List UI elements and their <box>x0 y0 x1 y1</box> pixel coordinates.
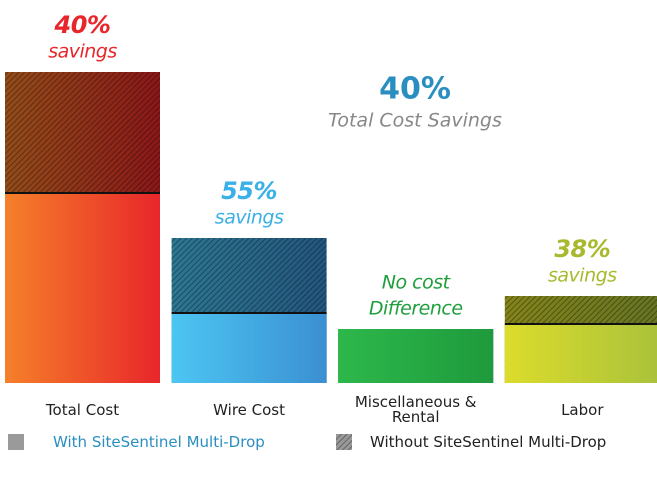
savings-label: 55% <box>221 177 277 205</box>
legend-swatch <box>8 434 24 450</box>
center-subtitle: Total Cost Savings <box>328 110 502 132</box>
savings-label: 40% <box>54 11 111 39</box>
savings-label: savings <box>48 41 117 63</box>
bar-with <box>338 329 494 383</box>
legend-label: With SiteSentinel Multi-Drop <box>53 433 265 451</box>
bar-with <box>171 313 327 383</box>
savings-label: Difference <box>369 298 463 320</box>
bar-with <box>5 193 160 383</box>
savings-label: 38% <box>554 235 610 263</box>
legend-swatch-hatch <box>336 434 352 450</box>
savings-label: savings <box>215 207 284 229</box>
category-label: Labor <box>561 400 604 419</box>
bar-with <box>504 324 657 383</box>
savings-label: savings <box>548 265 617 287</box>
category-label: Total Cost <box>45 400 120 419</box>
savings-label: No cost <box>382 272 452 294</box>
category-label: Miscellaneous & Rental <box>354 393 477 426</box>
center-title: 40% <box>379 72 451 107</box>
category-label: Wire Cost <box>213 400 286 419</box>
legend-label: Without SiteSentinel Multi-Drop <box>370 433 607 451</box>
